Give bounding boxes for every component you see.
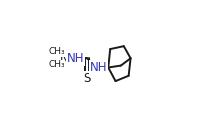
Text: S: S [83, 72, 91, 85]
Text: N: N [60, 52, 69, 65]
Text: NH: NH [67, 52, 84, 65]
Text: CH₃: CH₃ [48, 48, 65, 56]
Text: NH: NH [90, 61, 107, 74]
Text: CH₃: CH₃ [48, 60, 65, 69]
